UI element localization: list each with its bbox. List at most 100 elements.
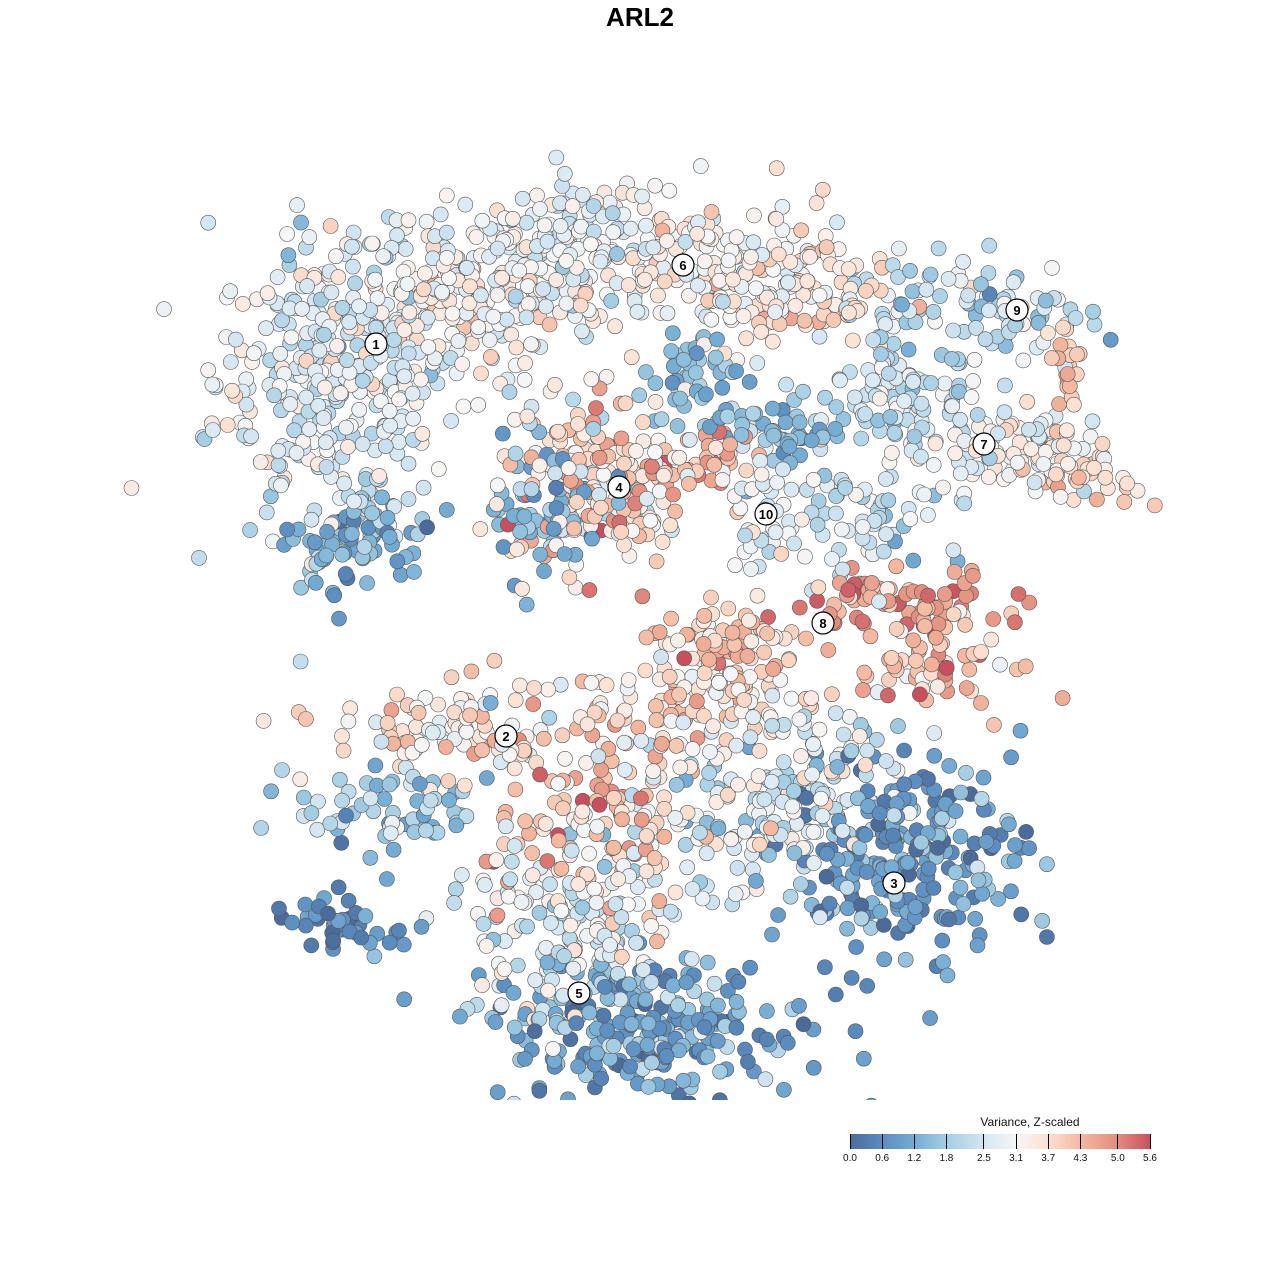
cell-point-cluster-3: [1001, 816, 1017, 833]
cell-point-cluster-4: [570, 416, 586, 432]
cell-point-cluster-9: [981, 286, 998, 302]
cell-point-cluster-3: [775, 754, 792, 770]
cell-point-cluster-4: [706, 456, 723, 473]
cell-point-cluster-7: [1019, 393, 1035, 410]
cell-point-cluster-4: [565, 391, 581, 408]
cell-point-cluster-8: [916, 600, 933, 617]
cell-point-cluster-2: [557, 750, 573, 767]
cell-point-cluster-7: [873, 346, 889, 362]
cell-point-cluster-3: [859, 742, 876, 759]
cell-point-cluster-1: [359, 575, 375, 591]
cell-point-cluster-9: [925, 303, 942, 320]
cell-point-cluster-2: [537, 815, 554, 832]
cell-point-cluster-1: [246, 345, 262, 362]
cell-point-cluster-2: [274, 762, 290, 778]
cell-point-cluster-3: [975, 769, 992, 786]
cell-point-cluster-3: [745, 709, 762, 726]
cell-point-cluster-1: [332, 385, 349, 402]
cell-point-cluster-2: [578, 755, 594, 771]
cell-point-cluster-3: [926, 725, 943, 741]
cell-point-cluster-7: [871, 390, 888, 407]
cell-point-cluster-4: [664, 374, 681, 391]
cell-point-cluster-7: [669, 418, 686, 434]
cell-point-cluster-1: [574, 323, 590, 340]
cell-point-cluster-4: [617, 395, 634, 412]
cell-point-cluster-other: [340, 892, 357, 909]
cell-point-cluster-4: [547, 376, 563, 393]
cell-point-cluster-9: [1038, 292, 1054, 309]
cell-point-cluster-10: [871, 593, 887, 610]
cell-point-cluster-5: [502, 871, 518, 888]
scatter-plot: 1 2 3 4 5 6 7 8 9 10: [123, 149, 1163, 1100]
cell-point-cluster-1: [414, 425, 431, 442]
cell-point-cluster-other: [297, 917, 314, 934]
cluster-label-5: 5: [567, 981, 591, 1005]
cell-point-cluster-9: [1069, 346, 1085, 363]
cell-point-cluster-5: [625, 1041, 642, 1057]
cell-point-cluster-5: [640, 1015, 657, 1032]
cell-point-cluster-2: [463, 663, 480, 680]
cell-point-cluster-5: [496, 961, 513, 977]
cell-point-cluster-2: [458, 808, 475, 825]
cell-point-cluster-4: [588, 400, 604, 416]
cell-point-cluster-4: [653, 411, 670, 428]
cell-point-cluster-3: [586, 704, 603, 721]
cell-point-cluster-3: [671, 686, 687, 703]
cell-point-cluster-3: [751, 836, 768, 853]
cell-point-cluster-7: [935, 479, 951, 496]
cell-point-cluster-7: [997, 377, 1013, 394]
cell-point-cluster-1: [279, 521, 295, 538]
cluster-label-10: 10: [754, 502, 778, 526]
cell-point-cluster-1: [328, 248, 344, 265]
cell-point-cluster-3: [925, 880, 942, 896]
cell-point-cluster-3: [827, 705, 844, 722]
cell-point-cluster-4: [501, 384, 518, 400]
cell-point-cluster-4: [585, 421, 602, 437]
cell-point-cluster-2: [389, 686, 405, 703]
cell-point-cluster-7: [944, 398, 961, 415]
cell-point-cluster-5: [453, 867, 470, 883]
cell-point-cluster-7: [956, 495, 973, 512]
cell-point-cluster-1: [634, 188, 650, 205]
cell-point-cluster-7: [882, 409, 899, 425]
legend-tick-mark: [1047, 1134, 1049, 1149]
cell-point-cluster-5: [595, 1007, 612, 1024]
cell-point-cluster-3: [1006, 853, 1023, 869]
cell-point-cluster-3: [853, 897, 870, 914]
cell-point-cluster-1: [400, 491, 417, 507]
cell-point-cluster-7: [795, 383, 811, 400]
cell-point-cluster-3: [684, 881, 701, 897]
cell-point-cluster-5: [678, 974, 695, 991]
cell-point-cluster-1: [364, 235, 381, 252]
cell-point-cluster-2: [512, 677, 528, 694]
cell-point-cluster-1: [269, 269, 286, 285]
legend-tick-mark: [983, 1134, 985, 1149]
cell-point-cluster-3: [694, 890, 711, 907]
cell-point-cluster-1: [473, 287, 489, 304]
cell-point-cluster-7: [1089, 491, 1105, 508]
legend-color-bar: [850, 1134, 1150, 1149]
cell-point-cluster-1: [345, 258, 361, 275]
cell-point-cluster-7: [947, 445, 964, 462]
cell-point-cluster-1: [272, 345, 289, 362]
cell-point-cluster-8: [863, 575, 880, 591]
cluster-label-text: 2: [502, 729, 509, 744]
cell-point-cluster-other: [271, 900, 287, 917]
cell-point-cluster-3: [708, 794, 725, 810]
cell-point-cluster-5: [593, 1070, 610, 1087]
cell-point-cluster-4: [647, 444, 663, 460]
cell-point-cluster-7: [1094, 436, 1111, 452]
cell-point-cluster-2: [638, 863, 655, 880]
cell-point-cluster-1: [354, 372, 371, 389]
cell-point-cluster-7: [896, 393, 913, 409]
cell-point-cluster-5: [605, 1038, 622, 1054]
cell-point-cluster-7: [1071, 469, 1087, 486]
cell-point-cluster-1: [351, 401, 368, 418]
cell-point-cluster-9: [980, 265, 997, 281]
cell-point-cluster-1: [532, 201, 548, 217]
cell-point-cluster-1: [432, 206, 449, 223]
cell-point-cluster-9: [932, 288, 948, 304]
cell-point-cluster-1: [288, 445, 305, 461]
cell-point-cluster-5: [706, 975, 723, 992]
cell-point-cluster-5: [448, 881, 464, 898]
